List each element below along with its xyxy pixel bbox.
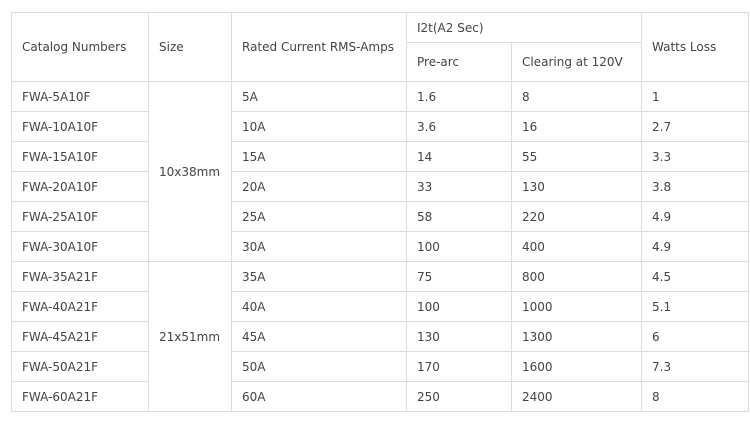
cell-catalog: FWA-5A10F — [11, 81, 149, 112]
cell-watts: 4.9 — [641, 201, 749, 232]
header-size: Size — [148, 12, 232, 82]
cell-prearc: 3.6 — [406, 111, 512, 142]
cell-rated: 40A — [231, 291, 407, 322]
table-row: FWA-20A10F 20A 33 130 3.8 — [11, 171, 749, 202]
table-row: FWA-60A21F 60A 250 2400 8 — [11, 381, 749, 412]
cell-rated: 25A — [231, 201, 407, 232]
table-row: FWA-10A10F 10A 3.6 16 2.7 — [11, 111, 749, 142]
cell-clearing: 1600 — [511, 351, 642, 382]
header-catalog: Catalog Numbers — [11, 12, 149, 82]
cell-clearing: 130 — [511, 171, 642, 202]
cell-catalog: FWA-40A21F — [11, 291, 149, 322]
cell-clearing: 400 — [511, 231, 642, 262]
cell-clearing: 800 — [511, 261, 642, 292]
cell-rated: 20A — [231, 171, 407, 202]
cell-prearc: 75 — [406, 261, 512, 292]
cell-catalog: FWA-10A10F — [11, 111, 149, 142]
table-row: FWA-5A10F 10x38mm 5A 1.6 8 1 — [11, 81, 749, 262]
cell-watts: 6 — [641, 321, 749, 352]
table-row: FWA-50A21F 50A 170 1600 7.3 — [11, 351, 749, 382]
cell-rated: 60A — [231, 381, 407, 412]
header-prearc: Pre-arc — [406, 42, 512, 82]
cell-size: 21x51mm — [148, 261, 232, 412]
header-i2t: I2t(A2 Sec) — [406, 12, 642, 43]
cell-prearc: 14 — [406, 141, 512, 172]
table-row: FWA-40A21F 40A 100 1000 5.1 — [11, 291, 749, 322]
cell-watts: 3.8 — [641, 171, 749, 202]
cell-catalog: FWA-20A10F — [11, 171, 149, 202]
table-row: FWA-35A21F 21x51mm 35A 75 800 4.5 — [11, 261, 749, 412]
cell-watts: 4.9 — [641, 231, 749, 262]
cell-clearing: 1300 — [511, 321, 642, 352]
cell-clearing: 2400 — [511, 381, 642, 412]
cell-watts: 1 — [641, 81, 749, 112]
cell-clearing: 1000 — [511, 291, 642, 322]
cell-watts: 4.5 — [641, 261, 749, 292]
header-rated: Rated Current RMS-Amps — [231, 12, 407, 82]
header-clearing: Clearing at 120V — [511, 42, 642, 82]
cell-catalog: FWA-35A21F — [11, 261, 149, 292]
cell-prearc: 33 — [406, 171, 512, 202]
table-row: FWA-45A21F 45A 130 1300 6 — [11, 321, 749, 352]
cell-prearc: 170 — [406, 351, 512, 382]
table-row: FWA-25A10F 25A 58 220 4.9 — [11, 201, 749, 232]
fuse-spec-table: Catalog Numbers Size Rated Current RMS-A… — [11, 12, 749, 412]
cell-catalog: FWA-15A10F — [11, 141, 149, 172]
table-row: FWA-15A10F 15A 14 55 3.3 — [11, 141, 749, 172]
cell-rated: 5A — [231, 81, 407, 112]
cell-rated: 50A — [231, 351, 407, 382]
cell-rated: 30A — [231, 231, 407, 262]
cell-clearing: 220 — [511, 201, 642, 232]
cell-rated: 15A — [231, 141, 407, 172]
cell-catalog: FWA-25A10F — [11, 201, 149, 232]
cell-size: 10x38mm — [148, 81, 232, 262]
cell-watts: 5.1 — [641, 291, 749, 322]
cell-rated: 35A — [231, 261, 407, 292]
cell-prearc: 58 — [406, 201, 512, 232]
cell-prearc: 130 — [406, 321, 512, 352]
cell-prearc: 100 — [406, 291, 512, 322]
cell-clearing: 55 — [511, 141, 642, 172]
subheader-row: Pre-arc Clearing at 120V — [12, 42, 749, 82]
cell-clearing: 16 — [511, 111, 642, 142]
cell-clearing: 8 — [511, 81, 642, 112]
cell-catalog: FWA-45A21F — [11, 321, 149, 352]
cell-watts: 8 — [641, 381, 749, 412]
cell-prearc: 100 — [406, 231, 512, 262]
table-row: FWA-30A10F 30A 100 400 4.9 — [11, 231, 749, 262]
cell-watts: 3.3 — [641, 141, 749, 172]
cell-prearc: 1.6 — [406, 81, 512, 112]
cell-catalog: FWA-60A21F — [11, 381, 149, 412]
cell-watts: 7.3 — [641, 351, 749, 382]
cell-catalog: FWA-50A21F — [11, 351, 149, 382]
cell-watts: 2.7 — [641, 111, 749, 142]
header-row: Catalog Numbers Size Rated Current RMS-A… — [11, 12, 749, 82]
cell-catalog: FWA-30A10F — [11, 231, 149, 262]
cell-rated: 10A — [231, 111, 407, 142]
header-watts: Watts Loss — [641, 12, 749, 82]
cell-rated: 45A — [231, 321, 407, 352]
cell-prearc: 250 — [406, 381, 512, 412]
